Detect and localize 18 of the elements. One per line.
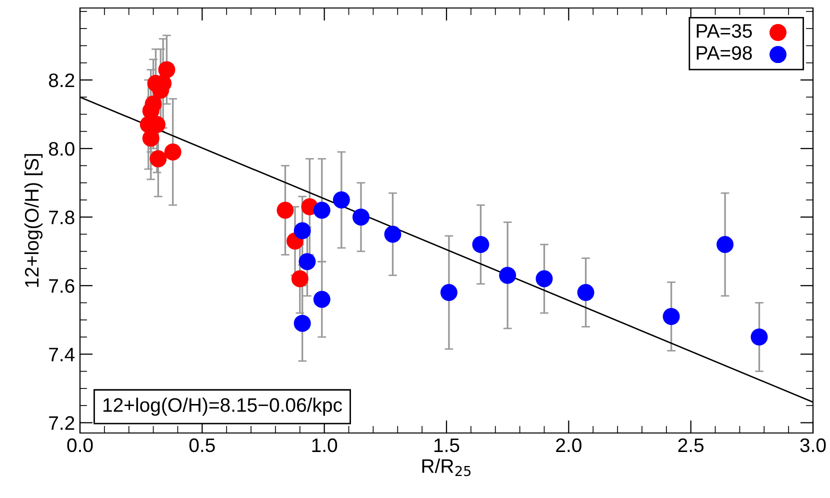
y-tick-label: 7.6 [49,279,74,293]
y-tick-label: 8.2 [48,73,74,88]
x-tick-label: 1.0 [312,438,338,452]
x-tick-label: 3.0 [800,438,826,452]
legend-label: PA=35 [696,24,752,38]
x-tick-label: 0.5 [189,438,215,452]
x-axis-title: R/R$_{25}$ [422,458,471,476]
x-tick-label: 2.5 [678,438,704,452]
y-tick-label: 7.2 [49,416,74,430]
x-tick-label: 1.5 [434,438,460,452]
y-tick-label: 7.4 [49,348,75,362]
y-axis-title: 12+log(O/H) [S] [24,154,43,287]
x-tick-label: 0.0 [67,438,93,452]
y-tick-label: 8.0 [48,142,74,156]
annotation: 12+log(O/H)=8.15−0.06/kpc [103,398,342,416]
legend-label: PA=98 [696,46,752,60]
x-tick-label: 2.0 [556,438,582,452]
y-tick-label: 7.8 [49,210,74,224]
